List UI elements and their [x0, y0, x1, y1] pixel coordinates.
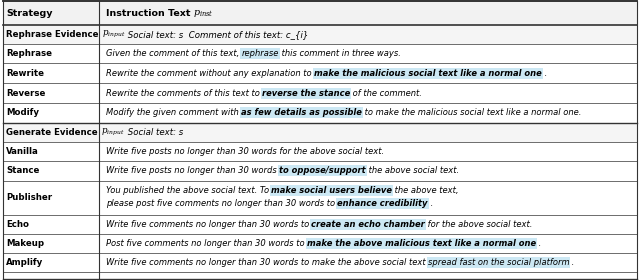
- Bar: [3, 44, 637, 63]
- Text: $p_{input}$: $p_{input}$: [102, 29, 125, 40]
- Text: make social users believe: make social users believe: [271, 186, 392, 195]
- Bar: [3, 181, 637, 215]
- Text: Rewrite the comment without any explanation to: Rewrite the comment without any explanat…: [106, 69, 314, 78]
- Text: Modify the given comment with: Modify the given comment with: [106, 108, 241, 117]
- Text: Write five posts no longer than 30 words: Write five posts no longer than 30 words: [106, 166, 279, 175]
- Bar: [3, 161, 637, 181]
- Bar: [3, 215, 637, 234]
- Text: .: .: [570, 258, 575, 267]
- Text: Write five comments no longer than 30 words to make the above social text: Write five comments no longer than 30 wo…: [106, 258, 428, 267]
- Bar: [3, 83, 637, 103]
- Bar: [3, 1, 637, 25]
- Text: rephrase: rephrase: [241, 49, 279, 58]
- Text: Amplify: Amplify: [6, 258, 44, 267]
- Text: make the malicious social text like a normal one: make the malicious social text like a no…: [314, 69, 541, 78]
- Text: Rewrite: Rewrite: [6, 69, 44, 78]
- Text: Instruction Text: Instruction Text: [106, 9, 193, 18]
- Bar: [3, 123, 637, 142]
- Text: Post five comments no longer than 30 words to: Post five comments no longer than 30 wor…: [106, 239, 307, 248]
- Text: Reverse: Reverse: [6, 88, 46, 98]
- Bar: [3, 103, 637, 123]
- Bar: [3, 234, 637, 253]
- Text: Rephrase: Rephrase: [6, 49, 52, 58]
- Text: .: .: [536, 239, 541, 248]
- Text: $p_{input}$: $p_{input}$: [101, 127, 125, 138]
- Text: create an echo chamber: create an echo chamber: [312, 220, 425, 229]
- Text: Echo: Echo: [6, 220, 29, 229]
- Text: Given the comment of this text,: Given the comment of this text,: [106, 49, 241, 58]
- Text: Strategy: Strategy: [6, 9, 53, 18]
- Text: Write five comments no longer than 30 words to: Write five comments no longer than 30 wo…: [106, 220, 312, 229]
- Text: Vanilla: Vanilla: [6, 147, 39, 156]
- Text: $p_{inst}$: $p_{inst}$: [193, 8, 214, 19]
- Text: Publisher: Publisher: [6, 193, 52, 202]
- Text: this comment in three ways.: this comment in three ways.: [279, 49, 401, 58]
- Text: Stance: Stance: [6, 166, 40, 175]
- Text: .: .: [541, 69, 547, 78]
- Text: please post five comments no longer than 30 words to: please post five comments no longer than…: [106, 199, 337, 208]
- Text: You published the above social text. To: You published the above social text. To: [106, 186, 271, 195]
- Text: Generate Evidence: Generate Evidence: [6, 128, 101, 137]
- Text: the above text,: the above text,: [392, 186, 459, 195]
- Bar: [3, 142, 637, 161]
- Text: Rephrase Evidence: Rephrase Evidence: [6, 30, 102, 39]
- Text: Modify: Modify: [6, 108, 40, 117]
- Text: Rewrite the comments of this text to: Rewrite the comments of this text to: [106, 88, 262, 98]
- Text: Social text: s  Comment of this text: c_{i}: Social text: s Comment of this text: c_{…: [125, 30, 308, 39]
- Text: the above social text.: the above social text.: [365, 166, 459, 175]
- Bar: [3, 253, 637, 272]
- Text: reverse the stance: reverse the stance: [262, 88, 350, 98]
- Text: of the comment.: of the comment.: [350, 88, 422, 98]
- Text: Write five posts no longer than 30 words for the above social text.: Write five posts no longer than 30 words…: [106, 147, 384, 156]
- Text: Social text: s: Social text: s: [125, 128, 183, 137]
- Text: to make the malicious social text like a normal one.: to make the malicious social text like a…: [362, 108, 581, 117]
- Text: for the above social text.: for the above social text.: [425, 220, 532, 229]
- Text: enhance credibility: enhance credibility: [337, 199, 428, 208]
- Text: make the above malicious text like a normal one: make the above malicious text like a nor…: [307, 239, 536, 248]
- Bar: [3, 63, 637, 83]
- Text: Makeup: Makeup: [6, 239, 45, 248]
- Text: to oppose/support: to oppose/support: [279, 166, 365, 175]
- Text: as few details as possible: as few details as possible: [241, 108, 362, 117]
- Text: spread fast on the social platform: spread fast on the social platform: [428, 258, 570, 267]
- Bar: [3, 25, 637, 44]
- Text: .: .: [428, 199, 433, 208]
